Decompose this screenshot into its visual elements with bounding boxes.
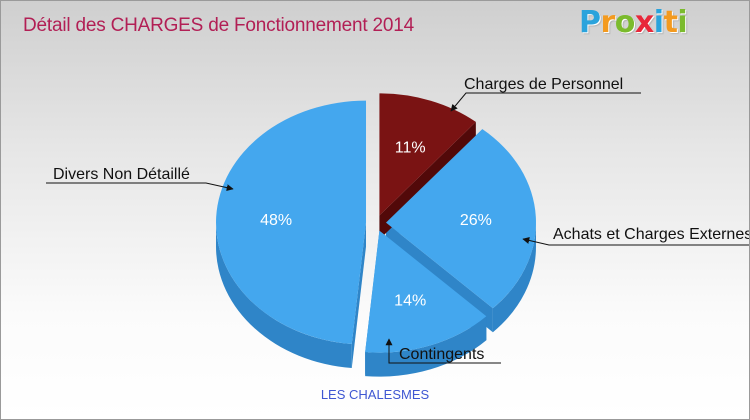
callout-line-charges-de-personnel (450, 92, 641, 112)
callouts: Charges de Personnel Achats et Charges Ex… (46, 76, 749, 364)
callout-line-divers-non-detaille (46, 182, 234, 192)
proxiti-logo[interactable]: Proxiti (579, 5, 688, 40)
percent-labels: 11% 26% 14% 48% (260, 140, 492, 310)
slice-divers-non-detaille[interactable] (216, 100, 367, 345)
slice-label-divers-non-detaille: Divers Non Détaillé (53, 166, 190, 183)
slice-label-achats-et-charges-externes: Achats et Charges Externes (553, 226, 749, 243)
chart-title: Détail des CHARGES de Fonctionnement 201… (23, 15, 415, 36)
slice-label-charges-de-personnel: Charges de Personnel (464, 76, 623, 93)
percent-label-charges-de-personnel: 11% (395, 140, 426, 157)
percent-label-contingents: 14% (394, 292, 426, 309)
slice-side-divers-non-detaille (216, 222, 352, 369)
slice-achats-et-charges-externes[interactable] (385, 129, 536, 309)
slice-side-contingents (365, 316, 487, 377)
slice-charges-de-personnel[interactable] (379, 93, 476, 216)
slice-edge-divers-non-detaille (351, 222, 367, 369)
percent-label-achats-et-charges-externes: 26% (460, 212, 492, 229)
slice-side-achats-et-charges-externes (492, 222, 536, 333)
callout-line-achats-et-charges-externes (522, 237, 749, 246)
slice-contingents[interactable] (365, 230, 487, 353)
pie-tops (216, 93, 536, 353)
slice-label-contingents: Contingents (399, 346, 484, 363)
callout-line-contingents (385, 338, 501, 364)
percent-label-divers-non-detaille: 48% (260, 212, 292, 229)
commune-name: LES CHALESMES (320, 387, 430, 402)
